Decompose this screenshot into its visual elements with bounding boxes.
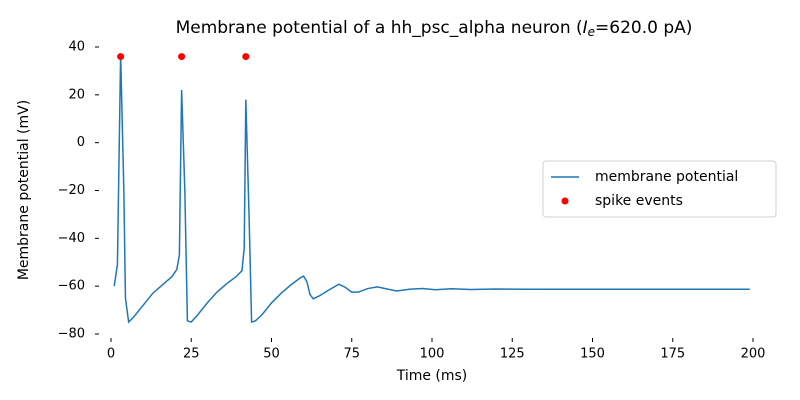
title-text: =620.0 pA) [595, 18, 692, 38]
x-tick-label: 175 [660, 347, 685, 362]
y-tick-label: −20 [58, 183, 85, 198]
y-tick-label: 0 [77, 135, 85, 150]
legend-swatch [561, 197, 569, 205]
x-tick-label: 100 [420, 347, 445, 362]
y-tick-label: 20 [68, 87, 85, 102]
y-axis-label: Membrane potential (mV) [16, 100, 32, 280]
y-tick-label: 40 [68, 40, 85, 55]
x-tick-label: 0 [107, 347, 115, 362]
y-tick-label: −80 [58, 327, 85, 342]
x-tick-label: 50 [263, 347, 280, 362]
x-tick-label: 200 [741, 347, 766, 362]
legend-label: membrane potential [595, 169, 738, 185]
y-tick-label: −60 [58, 279, 85, 294]
title-subscript: e [588, 25, 595, 39]
x-tick-label: 25 [183, 347, 200, 362]
y-tick-label: −40 [58, 231, 85, 246]
legend-label: spike events [595, 193, 683, 209]
x-tick-label: 150 [580, 347, 605, 362]
spike-point [117, 53, 125, 61]
legend-box [542, 160, 777, 218]
membrane-line [113, 54, 750, 324]
x-tick-label: 75 [343, 347, 360, 362]
spike-point [242, 53, 250, 61]
spike-point [178, 53, 186, 61]
chart-title: Membrane potential of a hh_psc_alpha neu… [176, 18, 693, 39]
x-tick-label: 125 [500, 347, 525, 362]
title-text: Membrane potential of a hh_psc_alpha neu… [176, 18, 583, 38]
x-axis-label: Time (ms) [396, 368, 468, 384]
title-symbol: I [583, 18, 588, 38]
